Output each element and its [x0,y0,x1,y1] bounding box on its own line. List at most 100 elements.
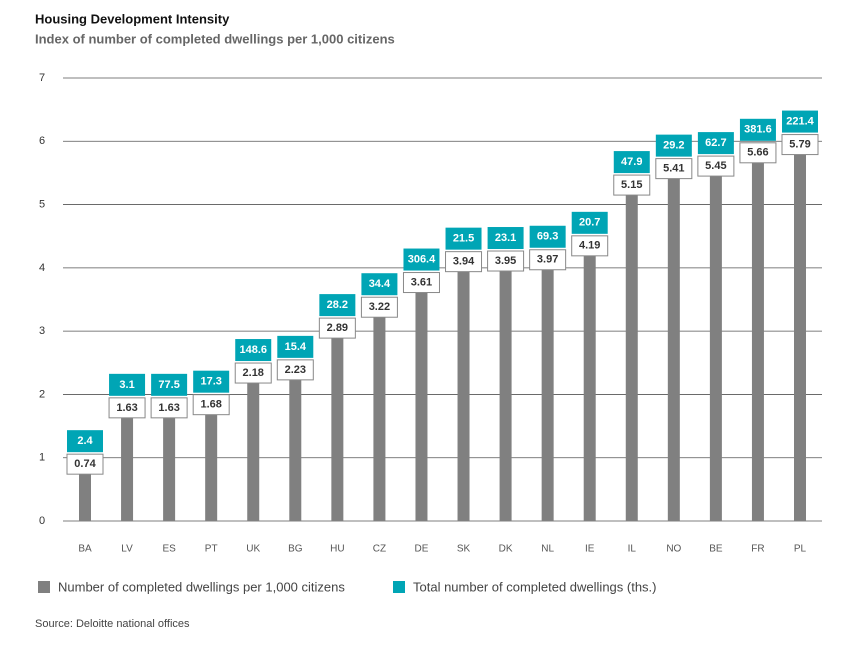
total-label: 28.2 [327,299,348,311]
total-label: 62.7 [705,137,726,149]
value-box [445,251,483,273]
total-box [655,134,692,157]
bar [794,154,806,521]
total-label: 17.3 [200,376,221,388]
value-label: 5.15 [621,179,642,191]
legend-label: Total number of completed dwellings (ths… [413,579,657,594]
total-box [613,151,650,174]
y-tick-label: 0 [39,515,45,527]
value-label: 2.23 [285,364,306,376]
bar [331,338,344,521]
bar [247,383,260,521]
value-box [739,142,777,164]
value-label: 0.74 [74,458,96,470]
y-tick-label: 5 [39,198,45,210]
value-label: 5.41 [663,163,684,175]
value-label: 1.63 [158,402,179,414]
legend-swatch [393,581,405,593]
value-box [402,272,440,294]
total-box [697,132,734,155]
x-tick-label: HU [330,544,344,555]
legend-swatch [38,581,50,593]
total-box [235,339,272,362]
total-label: 15.4 [285,341,307,353]
value-label: 4.19 [579,240,600,252]
y-tick-label: 2 [39,388,45,400]
value-label: 5.66 [747,147,768,159]
value-label: 1.63 [116,402,137,414]
total-box [67,430,103,453]
total-label: 77.5 [158,379,179,391]
bar [415,292,428,521]
x-tick-label: NL [541,544,554,555]
value-box [150,397,188,419]
x-tick-label: PL [794,544,807,555]
bar [205,414,218,521]
value-label: 3.22 [369,301,390,313]
value-label: 2.89 [327,322,348,334]
total-box [571,211,608,234]
value-label: 3.94 [453,256,475,268]
value-label: 5.79 [789,138,810,150]
y-tick-label: 3 [39,325,45,337]
value-box [234,362,272,384]
total-box [403,248,440,271]
bar [79,474,91,521]
value-box [781,134,819,156]
y-tick-label: 6 [39,135,45,147]
total-box [782,110,818,133]
total-label: 221.4 [786,115,814,127]
value-label: 5.45 [705,160,726,172]
value-box [613,174,651,196]
total-label: 381.6 [744,124,772,136]
bar [163,417,176,521]
value-box [697,155,735,177]
bar [121,417,134,521]
value-label: 3.61 [411,276,432,288]
total-box [319,294,356,317]
total-box [739,118,776,141]
x-tick-label: BA [78,544,92,555]
bar [625,195,638,522]
value-box [66,453,104,475]
bar [751,162,764,521]
value-box [360,296,398,318]
total-label: 47.9 [621,156,642,168]
total-label: 29.2 [663,140,684,152]
total-label: 21.5 [453,233,474,245]
value-box [529,249,567,271]
total-label: 2.4 [77,435,93,447]
x-tick-label: IL [628,544,637,555]
x-tick-label: UK [246,544,260,555]
total-box [361,273,398,296]
total-box [529,225,566,248]
total-label: 69.3 [537,231,558,243]
value-box [192,394,230,416]
value-box [108,397,146,419]
total-box [151,373,188,396]
value-box [655,158,693,180]
value-box [571,235,609,257]
x-tick-label: FR [751,544,764,555]
y-tick-label: 7 [39,72,45,84]
y-tick-label: 4 [39,262,45,274]
total-box [487,227,524,250]
x-tick-label: BE [709,544,723,555]
x-tick-label: NO [666,544,681,555]
total-label: 3.1 [119,379,134,391]
value-label: 1.68 [200,399,221,411]
x-tick-label: PT [205,544,218,555]
bar [457,271,470,521]
bar [373,317,386,521]
value-box [487,250,525,272]
total-box [277,335,314,358]
bar [289,379,302,521]
x-tick-label: CZ [373,544,386,555]
bar [541,269,554,521]
x-tick-label: IE [585,544,595,555]
value-label: 3.95 [495,255,516,267]
total-label: 23.1 [495,232,516,244]
value-label: 3.97 [537,254,558,266]
value-box [276,359,314,381]
